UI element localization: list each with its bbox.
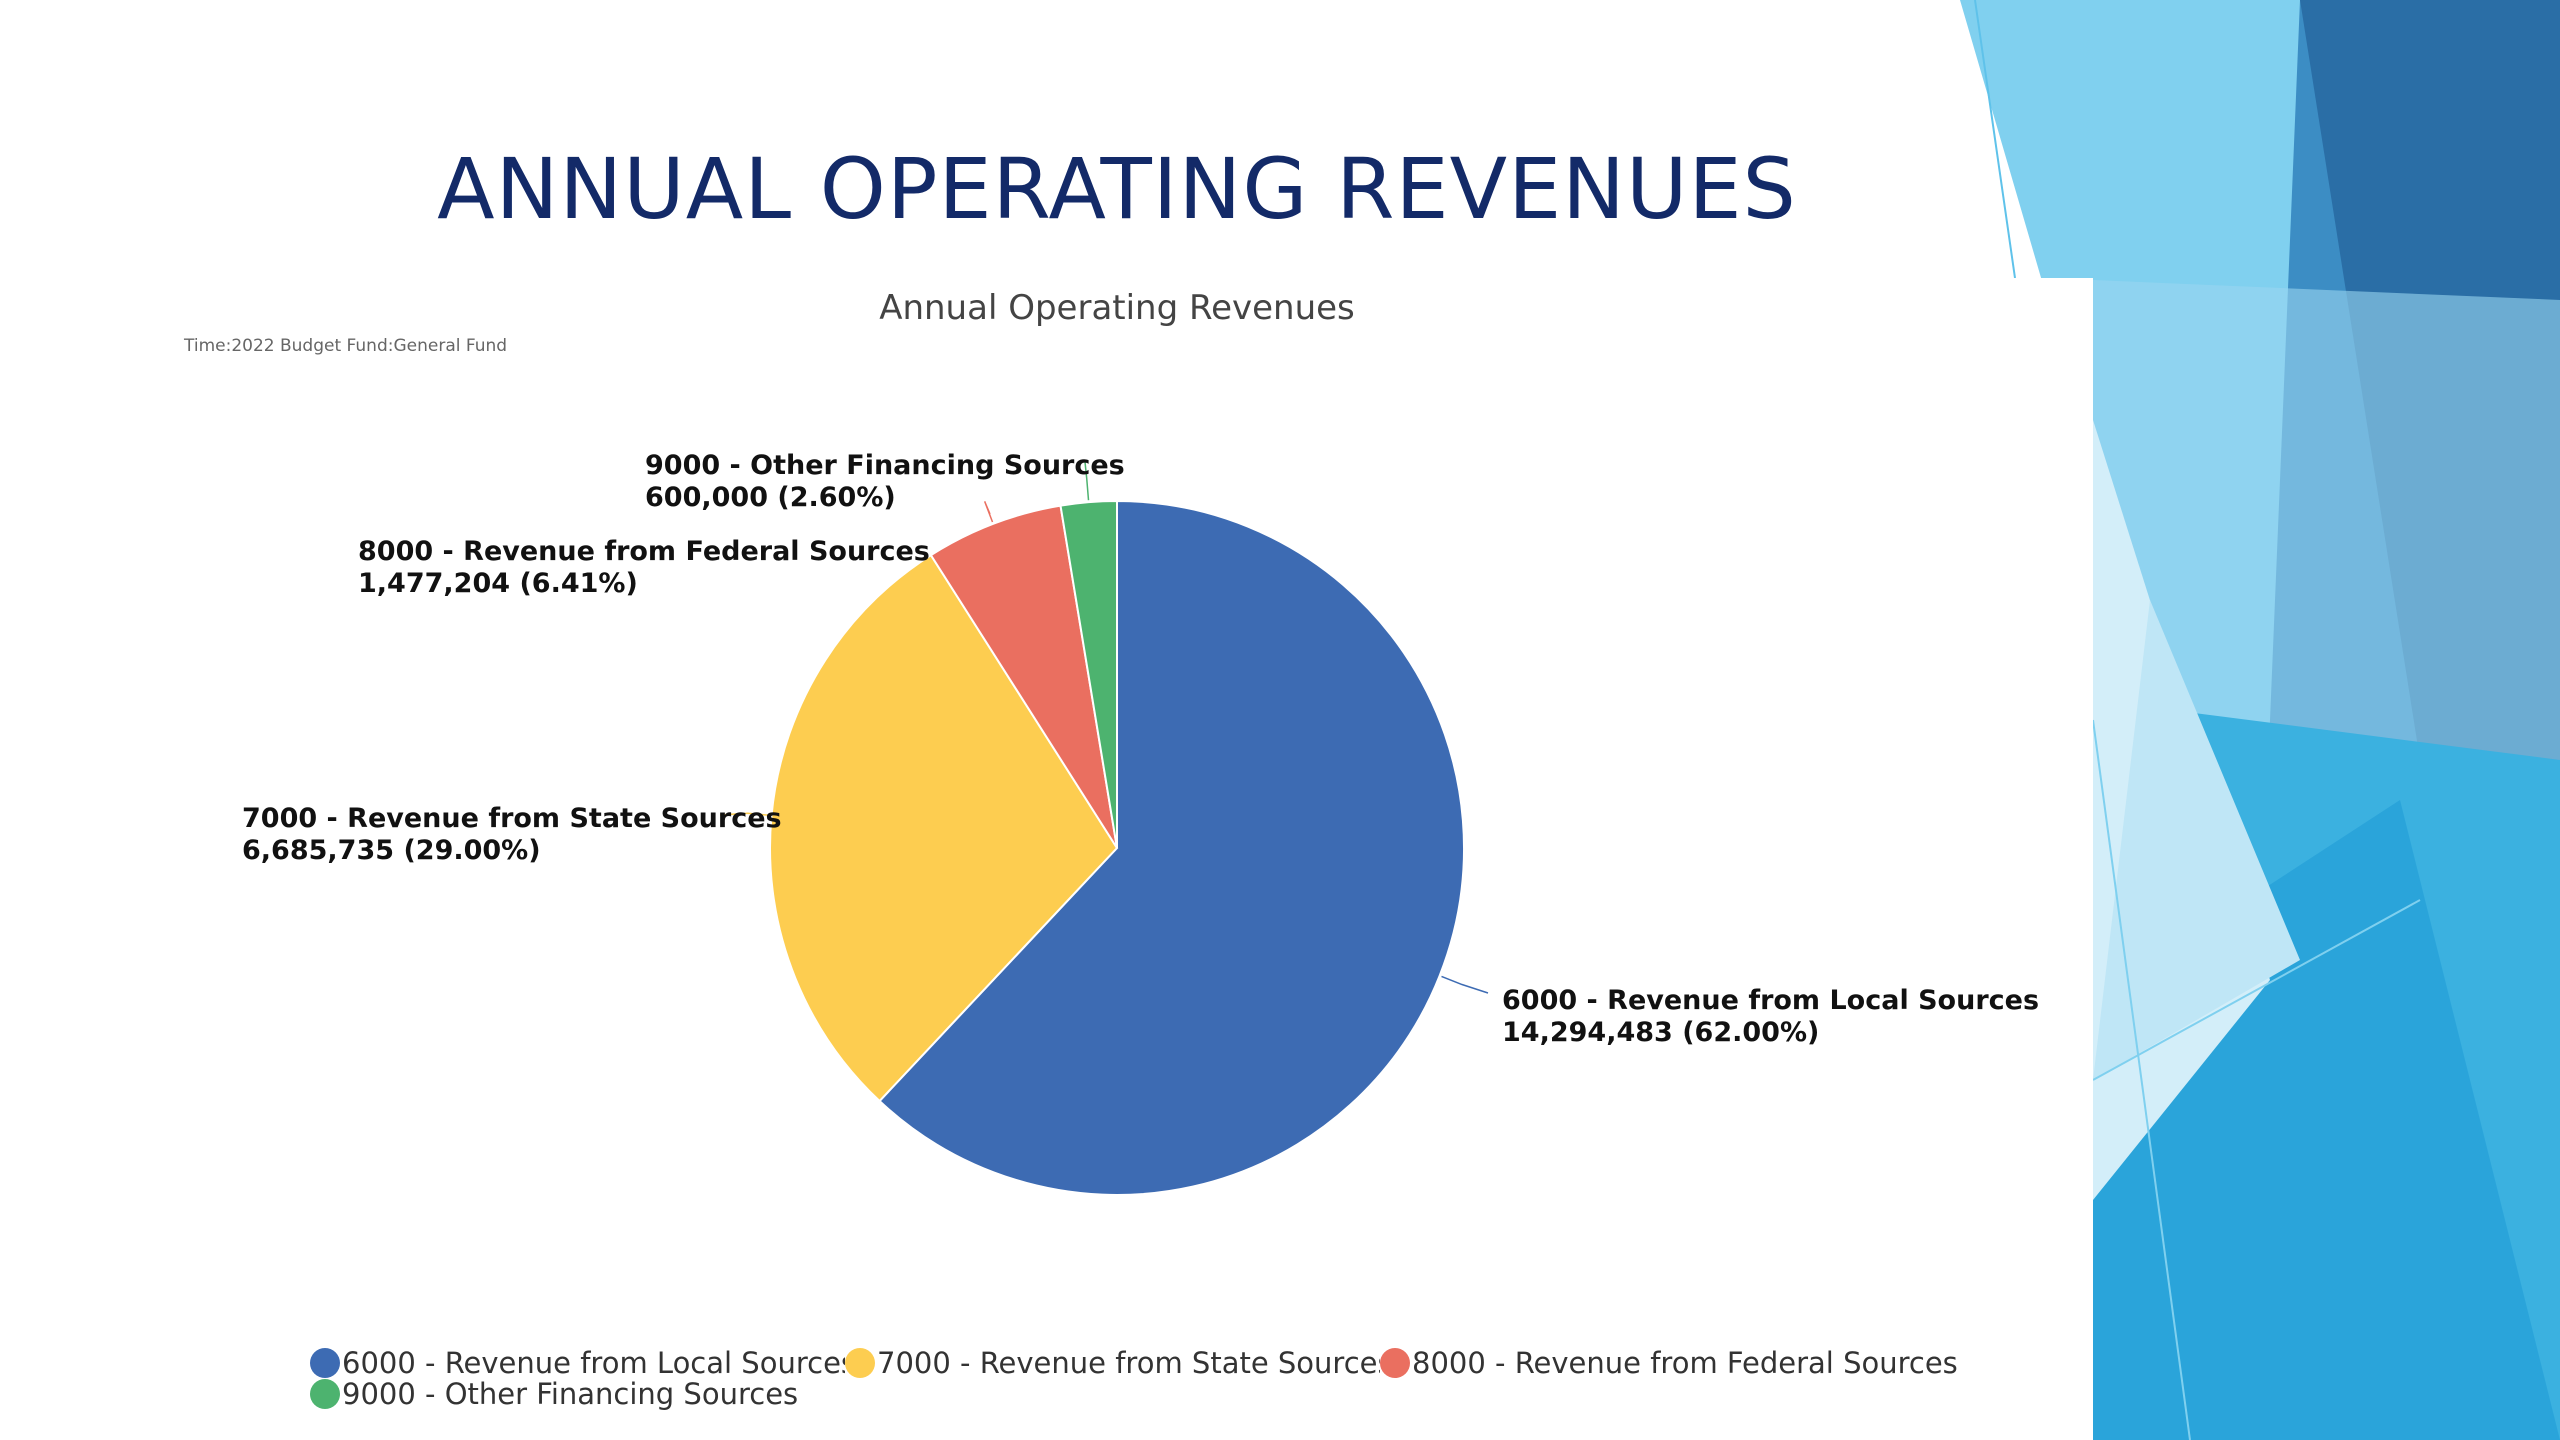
chart-subtitle: Time:2022 Budget Fund:General Fund: [184, 336, 508, 356]
legend-dot-icon: [310, 1378, 340, 1409]
slice-label-name: 6000 - Revenue from Local Sources: [1502, 985, 2040, 1016]
chart-title: Annual Operating Revenues: [879, 288, 1355, 328]
slice-label-name: 8000 - Revenue from Federal Sources: [358, 536, 930, 567]
slide-title: ANNUAL OPERATING REVENUES: [437, 140, 1797, 238]
legend-row: 6000 - Revenue from Local Sources 7000 -…: [310, 1346, 2010, 1380]
legend-label: 7000 - Revenue from State Sources: [877, 1345, 1380, 1380]
slice-label-state: 7000 - Revenue from State Sources 6,685,…: [242, 803, 782, 867]
background-shape: [2093, 600, 2300, 1080]
chart-legend: 6000 - Revenue from Local Sources 7000 -…: [310, 1346, 2010, 1411]
legend-row: 9000 - Other Financing Sources: [310, 1377, 2010, 1411]
legend-label: 8000 - Revenue from Federal Sources: [1412, 1345, 1958, 1380]
background-line: [1974, 0, 2016, 279]
leader-line: [719, 812, 770, 817]
slice-label-federal: 8000 - Revenue from Federal Sources 1,47…: [358, 536, 930, 600]
pie-slice-federal[interactable]: [929, 504, 1118, 849]
slice-label-value: 1,477,204 (6.41%): [358, 568, 638, 599]
slice-label-name: 7000 - Revenue from State Sources: [242, 803, 782, 834]
slice-label-local: 6000 - Revenue from Local Sources 14,294…: [1502, 985, 2039, 1049]
leader-line: [983, 501, 994, 523]
pie-slice-state[interactable]: [769, 553, 1119, 1103]
legend-label: 9000 - Other Financing Sources: [342, 1376, 799, 1411]
slice-label-value: 6,685,735 (29.00%): [242, 835, 541, 866]
pie-slice-other[interactable]: [1059, 499, 1118, 849]
legend-item-other[interactable]: 9000 - Other Financing Sources: [310, 1377, 798, 1411]
legend-dot-icon: [310, 1347, 340, 1378]
slice-label-value: 600,000 (2.60%): [645, 482, 896, 513]
legend-dot-icon: [845, 1347, 875, 1378]
legend-label: 6000 - Revenue from Local Sources: [342, 1345, 845, 1380]
legend-item-state[interactable]: 7000 - Revenue from State Sources: [845, 1346, 1380, 1380]
legend-item-federal[interactable]: 8000 - Revenue from Federal Sources: [1380, 1346, 1958, 1380]
leader-line: [1084, 461, 1090, 501]
background-line: [2092, 719, 2191, 1440]
leader-line: [1441, 975, 1489, 994]
slice-label-name: 9000 - Other Financing Sources: [645, 450, 1125, 481]
legend-item-local[interactable]: 6000 - Revenue from Local Sources: [310, 1346, 845, 1380]
slice-label-value: 14,294,483 (62.00%): [1502, 1017, 1820, 1048]
pie-slice-local[interactable]: [878, 499, 1465, 1196]
background-line: [2092, 899, 2421, 1081]
legend-dot-icon: [1380, 1347, 1410, 1378]
slice-label-other: 9000 - Other Financing Sources 600,000 (…: [645, 450, 1125, 514]
